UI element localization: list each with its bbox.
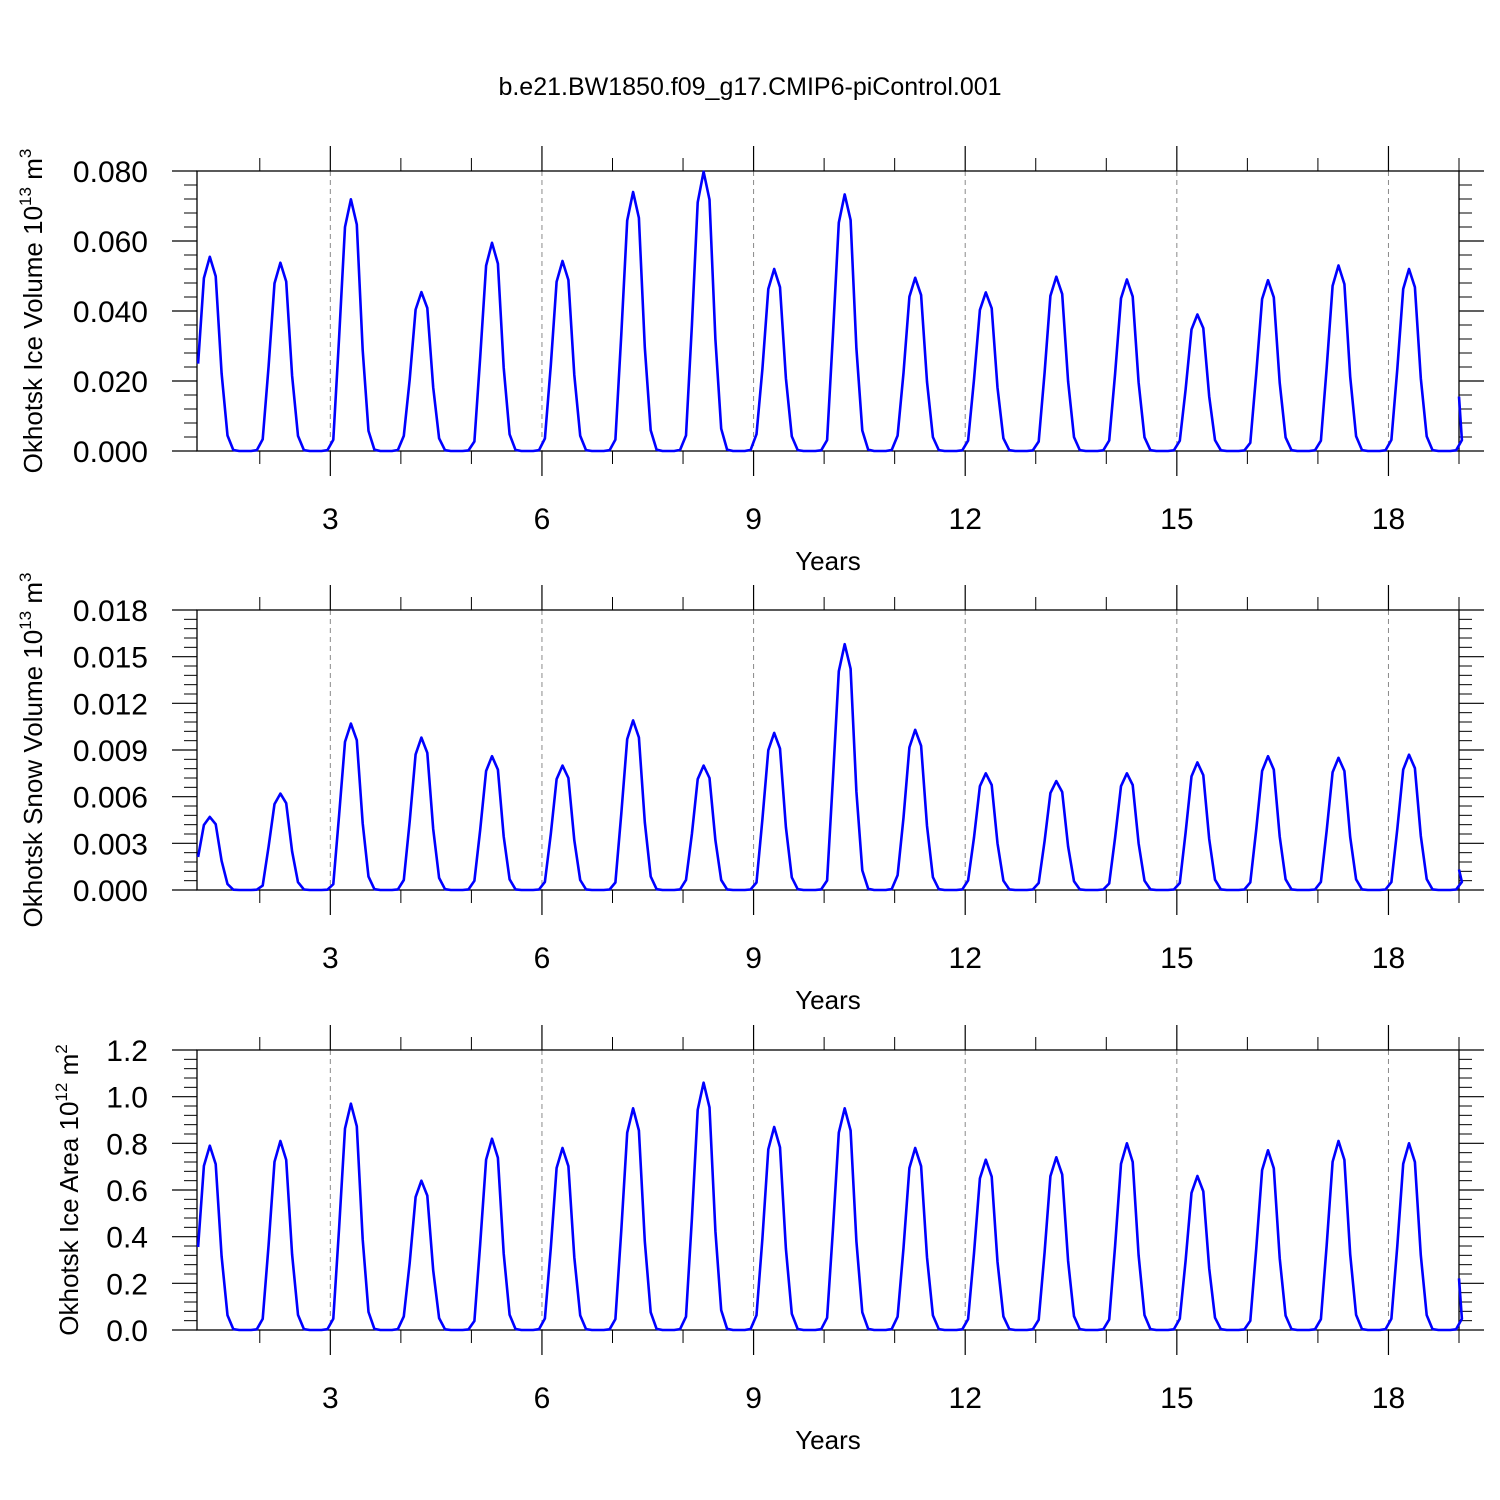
ice-area-series-line	[196, 1081, 1464, 1332]
ice-area-xlabel: Years	[795, 1425, 861, 1455]
ice-area-ylabel: Okhotsk Ice Area 1012 m2	[52, 1044, 84, 1335]
ice-volume-plot-frame	[196, 170, 1460, 452]
ice-volume-ytick-label: 0.040	[73, 296, 148, 329]
ice-area-xtick-label: 9	[745, 1382, 762, 1415]
ice-area-ytick-label: 0.6	[106, 1175, 148, 1208]
snow-volume-xtick-label: 3	[322, 942, 339, 975]
ice-volume-xtick-label: 3	[322, 503, 339, 536]
ice-volume-xlabel: Years	[795, 546, 861, 576]
ice-area-xtick-label: 12	[949, 1382, 982, 1415]
ice-area-ytick-label: 1.0	[106, 1082, 148, 1115]
ice-area-ytick-label: 0.4	[106, 1222, 148, 1255]
snow-volume-ytick-label: 0.000	[73, 875, 148, 908]
snow-volume-plot-frame	[196, 609, 1460, 891]
ice-area-xtick-label: 15	[1160, 1382, 1193, 1415]
ice-area-ytick-label: 0.0	[106, 1315, 148, 1348]
snow-volume-xtick-label: 9	[745, 942, 762, 975]
ice-area-panel: Okhotsk Ice Area 1012 m2 Years 0.0 0.2 0.4…	[52, 1025, 1484, 1455]
ice-volume-xtick-label: 6	[534, 503, 551, 536]
snow-volume-ytick-label: 0.009	[73, 735, 148, 768]
ice-area-ytick-label: 1.2	[106, 1035, 148, 1068]
snow-volume-ytick-label: 0.015	[73, 642, 148, 675]
snow-volume-ytick-label: 0.018	[73, 595, 148, 628]
snow-volume-xlabel: Years	[795, 985, 861, 1015]
ice-area-xtick-label: 18	[1372, 1382, 1405, 1415]
ice-volume-ytick-label: 0.000	[73, 436, 148, 469]
ice-area-xtick-label: 3	[322, 1382, 339, 1415]
ice-volume-ytick-label: 0.060	[73, 226, 148, 259]
ice-volume-xtick-label: 9	[745, 503, 762, 536]
ice-volume-xtick-label: 18	[1372, 503, 1405, 536]
ice-area-plot-frame	[196, 1049, 1460, 1331]
ice-volume-ylabel: Okhotsk Ice Volume 1013 m3	[16, 149, 48, 474]
ice-area-ytick-label: 0.8	[106, 1128, 148, 1161]
snow-volume-xtick-label: 18	[1372, 942, 1405, 975]
snow-volume-xtick-label: 15	[1160, 942, 1193, 975]
snow-volume-ytick-label: 0.006	[73, 782, 148, 815]
ice-volume-ytick-label: 0.020	[73, 366, 148, 399]
ice-area-xtick-label: 6	[534, 1382, 551, 1415]
snow-volume-ylabel: Okhotsk Snow Volume 1013 m3	[16, 573, 48, 928]
snow-volume-ytick-label: 0.003	[73, 828, 148, 861]
figure-title: b.e21.BW1850.f09_g17.CMIP6-piControl.001	[498, 73, 1001, 101]
snow-volume-xtick-label: 6	[534, 942, 551, 975]
ice-volume-ytick-label: 0.080	[73, 156, 148, 189]
ice-volume-xtick-label: 12	[949, 503, 982, 536]
snow-volume-ytick-label: 0.012	[73, 688, 148, 721]
ice-volume-xtick-label: 15	[1160, 503, 1193, 536]
ice-volume-panel: Okhotsk Ice Volume 1013 m3 Years 0.000 0.…	[16, 146, 1484, 576]
snow-volume-series-line	[196, 642, 1464, 892]
snow-volume-xtick-label: 12	[949, 942, 982, 975]
ice-volume-series-line	[196, 170, 1464, 453]
snow-volume-panel: Okhotsk Snow Volume 1013 m3 Years 0.000 0…	[16, 573, 1484, 1015]
ice-area-ytick-label: 0.2	[106, 1268, 148, 1301]
